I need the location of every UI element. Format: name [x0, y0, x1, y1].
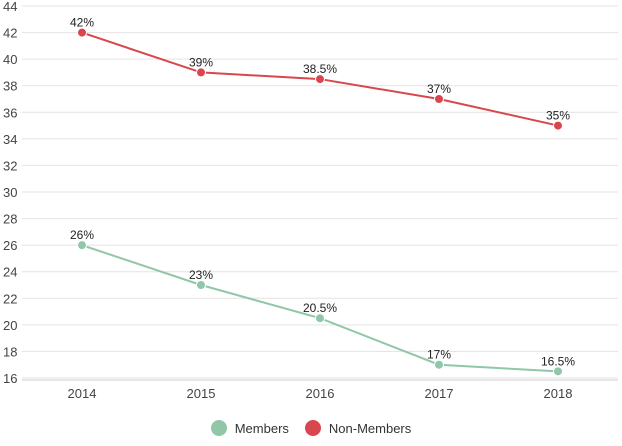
series: [77, 27, 563, 377]
grid: [22, 5, 618, 381]
y-tick-label: 18: [3, 344, 17, 359]
data-label-non-members: 38.5%: [303, 62, 337, 76]
y-axis: 16 18 20 22 24 26 28 30 32 34 36 38 40 42 44: [3, 0, 17, 386]
data-label-non-members: 39%: [189, 55, 213, 69]
data-label-non-members: 35%: [546, 109, 570, 123]
x-tick-label: 2014: [68, 386, 97, 401]
legend-item-members[interactable]: Members: [210, 420, 289, 436]
data-label-members: 26%: [70, 228, 94, 242]
x-tick-label: 2016: [306, 386, 335, 401]
data-point-members: [196, 280, 206, 290]
data-point-non-members: [434, 94, 444, 104]
data-point-non-members: [553, 120, 563, 131]
y-tick-label: 36: [3, 105, 17, 120]
legend-item-non-members[interactable]: Non-Members: [304, 420, 412, 436]
data-point-non-members: [315, 74, 325, 85]
legend-swatch-members: [210, 420, 227, 436]
x-tick-label: 2018: [544, 386, 573, 401]
data-point-members: [77, 240, 87, 251]
y-tick-label: 22: [3, 291, 17, 306]
y-tick-label: 20: [3, 318, 17, 333]
data-point-non-members: [196, 67, 206, 78]
y-tick-label: 42: [3, 26, 17, 41]
y-tick-label: 24: [3, 265, 17, 280]
y-tick-label: 30: [3, 185, 17, 200]
legend-label-non-members: Non-Members: [328, 420, 412, 436]
y-tick-label: 44: [3, 0, 17, 14]
data-label-non-members: 42%: [70, 16, 94, 30]
data-label-members: 16.5%: [541, 354, 575, 368]
x-tick-label: 2017: [425, 386, 454, 401]
x-axis: 2014 2015 2016 2017 2018: [68, 386, 573, 401]
y-tick-label: 28: [3, 212, 17, 227]
data-point-members: [553, 366, 563, 377]
y-tick-label: 38: [3, 79, 17, 94]
data-label-non-members: 37%: [427, 82, 451, 96]
y-tick-label: 32: [3, 158, 17, 173]
data-point-members: [434, 359, 444, 370]
y-tick-label: 34: [3, 132, 17, 147]
y-tick-label: 16: [3, 371, 17, 386]
data-labels: 26% 23% 20.5% 17% 16.5% 42% 39% 38.5% 37% 35%: [70, 16, 575, 369]
legend-label-members: Members: [234, 420, 289, 436]
data-label-members: 23%: [189, 268, 213, 282]
y-tick-label: 40: [3, 52, 17, 67]
legend: Members Non-Members: [0, 420, 622, 436]
y-tick-label: 26: [3, 238, 17, 253]
legend-swatch-non-members: [304, 420, 321, 436]
data-label-members: 20.5%: [303, 301, 337, 315]
x-tick-label: 2015: [187, 386, 216, 401]
data-point-members: [315, 313, 325, 324]
data-label-members: 17%: [427, 348, 451, 362]
data-point-non-members: [77, 27, 87, 38]
